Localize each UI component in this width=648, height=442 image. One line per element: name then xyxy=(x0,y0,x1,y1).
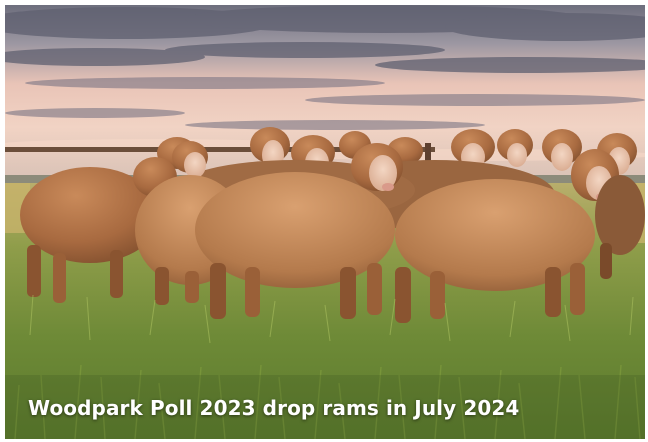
sheep-photo xyxy=(5,5,645,439)
photo-caption: Woodpark Poll 2023 drop rams in July 202… xyxy=(28,396,520,420)
